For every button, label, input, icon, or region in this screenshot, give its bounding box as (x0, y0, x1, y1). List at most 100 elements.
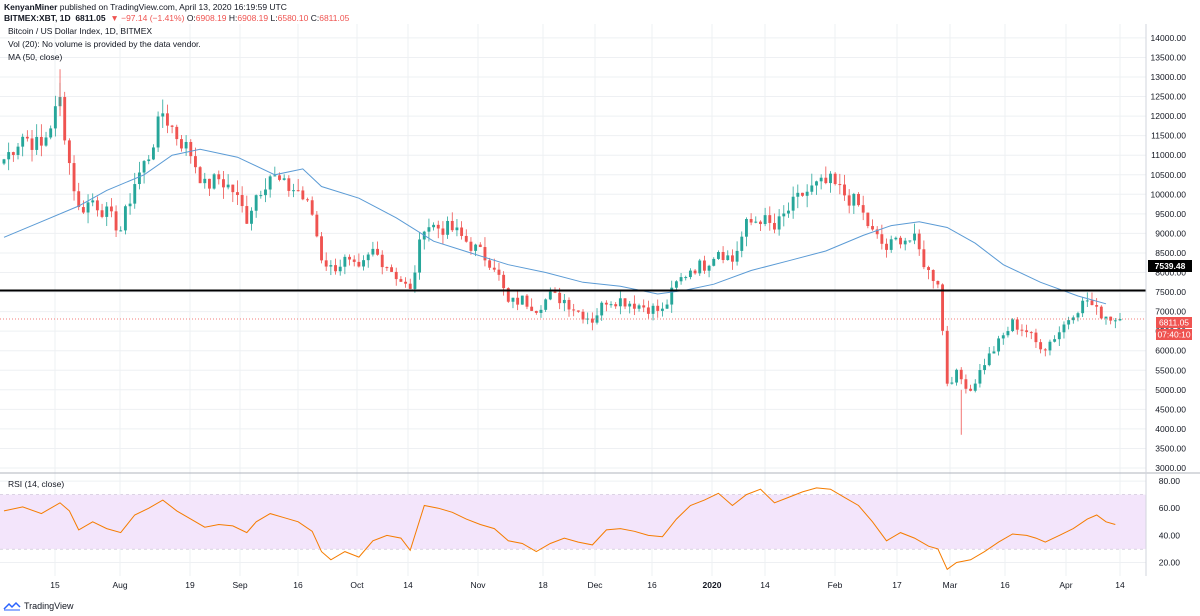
candle (945, 325, 949, 387)
candle (534, 310, 538, 315)
candle (1029, 331, 1033, 340)
candle (292, 183, 295, 198)
rsi-axis[interactable]: 80.00 60.00 40.00 20.00 (1159, 476, 1181, 567)
price-tick-label: 4500.00 (1155, 404, 1186, 414)
candle (959, 367, 963, 385)
candles (2, 69, 1122, 435)
candle (973, 379, 977, 393)
candle (1006, 326, 1010, 338)
candle (1099, 305, 1103, 320)
price-tick-label: 4000.00 (1155, 424, 1186, 434)
rsi-tick-label: 60.00 (1159, 503, 1181, 513)
candle (787, 202, 790, 218)
candle (773, 213, 776, 234)
candle (525, 294, 529, 310)
price-tick-label: 7000.00 (1155, 307, 1186, 317)
candle (684, 275, 688, 281)
candle (128, 193, 132, 215)
candle (1076, 311, 1080, 322)
candle (1057, 326, 1061, 346)
price-axis[interactable]: 14000.00 13500.00 13000.00 12500.00 12000.00… (1151, 33, 1187, 473)
time-tick-label: Mar (943, 580, 958, 590)
candle (161, 99, 165, 128)
candle (978, 364, 982, 388)
open-label: O: (186, 13, 196, 23)
candle (259, 190, 263, 199)
candle (824, 166, 828, 185)
price-tick-label: 13500.00 (1151, 52, 1187, 62)
candle (581, 309, 585, 324)
candle (660, 302, 664, 317)
price-badge-text: 6811.05 (1159, 318, 1189, 328)
candle (165, 104, 169, 134)
time-tick-label: Aug (112, 580, 127, 590)
candle (885, 238, 888, 258)
chart-legend-title: Bitcoin / US Dollar Index, 1D, BITMEX (8, 26, 152, 36)
candle (44, 131, 48, 147)
candle (478, 242, 482, 248)
rsi-legend: RSI (14, close) (8, 479, 64, 489)
publisher-name[interactable]: KenyanMiner (4, 2, 58, 12)
price-tick-label: 11500.00 (1151, 131, 1186, 141)
header-bar: KenyanMiner published on TradingView.com… (0, 0, 1200, 24)
candle (548, 287, 552, 301)
candle (637, 303, 641, 312)
candle (936, 280, 940, 289)
candle (642, 299, 646, 313)
time-axis[interactable]: 15 Aug 19 Sep 16 Oct 14 Nov 18 Dec 16 2020 14 Feb 17 Ma… (50, 580, 1125, 590)
candle (730, 249, 734, 270)
candle (21, 133, 25, 157)
candle (198, 166, 202, 184)
price-tick-label: 13000.00 (1151, 72, 1187, 82)
candle (1109, 316, 1113, 325)
tradingview-brand[interactable]: TradingView (3, 599, 74, 613)
price-tick-label: 12500.00 (1151, 92, 1187, 102)
time-tick-label: Feb (828, 580, 843, 590)
open-value: 6908.19 (195, 13, 227, 23)
publish-info: KenyanMiner published on TradingView.com… (4, 2, 287, 12)
candle (707, 264, 711, 278)
candle (2, 158, 6, 166)
symbol-label: BITMEX:XBT, 1D (4, 13, 71, 23)
candle (91, 193, 95, 207)
symbol-quote: BITMEX:XBT, 1D 6811.05 ▼ −97.14 (−1.41%)… (4, 13, 349, 23)
candle (100, 203, 104, 219)
high-label: H: (228, 13, 238, 23)
time-tick-label: 14 (403, 580, 413, 590)
candle (137, 161, 141, 190)
candle (917, 229, 921, 256)
candle (338, 259, 342, 276)
candle (852, 192, 856, 214)
candle (222, 171, 225, 199)
candle (875, 226, 879, 239)
candle (86, 194, 90, 224)
close-label: C: (310, 13, 320, 23)
candle (30, 130, 34, 162)
price-chart[interactable]: 14000.00 13500.00 13000.00 12500.00 12000.00… (0, 24, 1200, 598)
candle (497, 262, 501, 281)
candle (320, 231, 323, 264)
candle (609, 301, 613, 308)
candle (562, 294, 566, 312)
candle (446, 216, 450, 239)
candle (1043, 348, 1047, 357)
price-tick-label: 9500.00 (1155, 209, 1186, 219)
time-tick-label: 14 (760, 580, 770, 590)
candle (114, 205, 118, 237)
time-tick-label: Apr (1059, 580, 1072, 590)
candle (254, 194, 258, 218)
candle (927, 265, 930, 280)
candle (628, 301, 632, 314)
candle (147, 155, 151, 165)
candle (1001, 332, 1005, 345)
published-text: published on TradingView.com, April 13, … (59, 2, 287, 12)
candle (119, 226, 123, 232)
candle (67, 138, 71, 175)
candle (212, 173, 216, 190)
candle (408, 278, 412, 290)
candle (969, 384, 973, 392)
rsi-line (3, 487, 1116, 571)
price-tick-label: 8500.00 (1155, 248, 1186, 258)
candle (857, 192, 860, 207)
candle (843, 174, 846, 201)
